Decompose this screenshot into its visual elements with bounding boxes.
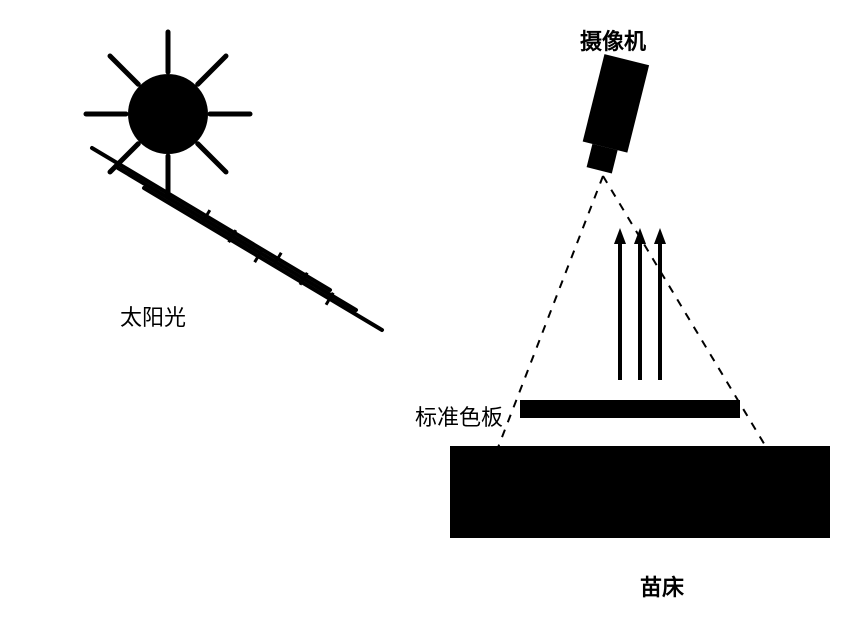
sun-ray: [110, 56, 138, 84]
label-color-board: 标准色板: [415, 400, 503, 432]
sun-ray: [198, 56, 226, 84]
diagram-stage: 摄像机 太阳光 标准色板 苗床: [0, 0, 866, 630]
camera-icon: [577, 54, 649, 176]
reflected-arrow-head: [614, 228, 626, 244]
reflected-arrow-head: [634, 228, 646, 244]
seedbed: [450, 446, 830, 538]
label-camera: 摄像机: [580, 24, 646, 56]
sun-ray: [198, 144, 226, 172]
reflected-arrow-head: [654, 228, 666, 244]
label-seedbed: 苗床: [640, 570, 684, 602]
sunlight-ray: [118, 168, 356, 310]
color-board: [520, 400, 740, 418]
label-sunlight: 太阳光: [120, 300, 186, 332]
sunlight-ray: [92, 148, 330, 290]
